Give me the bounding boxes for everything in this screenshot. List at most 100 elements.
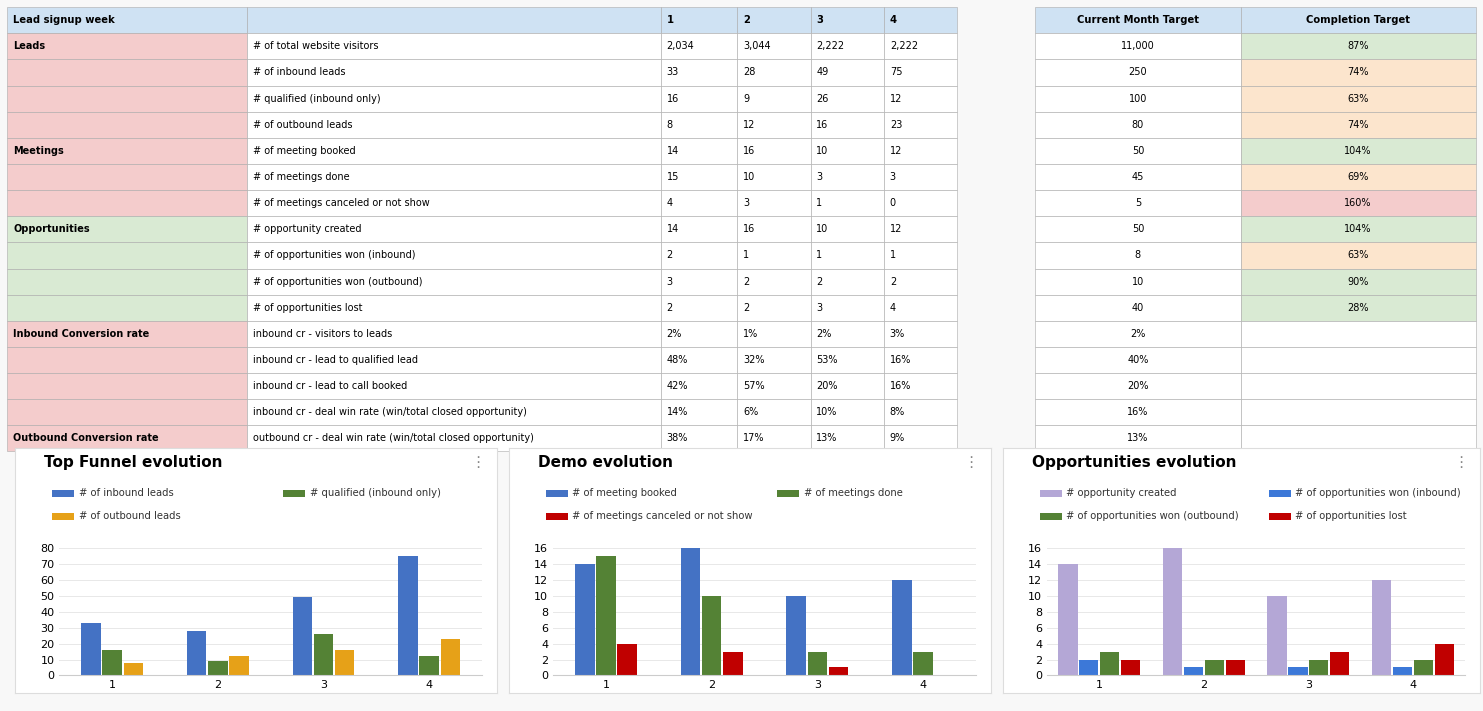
Text: ⋮: ⋮ [470,455,485,470]
Text: 12: 12 [743,119,755,129]
Bar [884,269,958,294]
Text: 13%: 13% [816,434,838,444]
Text: 2,034: 2,034 [667,41,694,51]
Bar [335,650,354,675]
Text: 26: 26 [816,94,829,104]
Text: # qualified (inbound only): # qualified (inbound only) [310,488,440,498]
Bar [884,112,958,138]
Text: 3%: 3% [890,329,905,339]
Bar [1309,660,1329,675]
Bar [7,33,246,60]
Text: 17%: 17% [743,434,764,444]
Text: Lead signup week: Lead signup week [13,15,116,25]
Bar [737,373,811,399]
Text: 28%: 28% [1348,303,1369,313]
Bar [884,85,958,112]
Bar [737,60,811,85]
Bar [737,164,811,190]
Text: 38%: 38% [667,434,688,444]
Bar [811,138,884,164]
Bar [811,112,884,138]
Bar [246,190,661,216]
Bar [661,321,737,347]
Bar [884,347,958,373]
Text: 12: 12 [890,146,902,156]
Bar [1241,373,1476,399]
Bar [1241,399,1476,425]
Bar [1241,242,1476,269]
Bar [1035,294,1241,321]
Bar [811,164,884,190]
Text: 63%: 63% [1348,250,1369,260]
Text: 1: 1 [816,198,823,208]
Bar [1059,564,1078,675]
Bar [661,85,737,112]
Bar [661,138,737,164]
Bar [7,138,246,164]
Text: # qualified (inbound only): # qualified (inbound only) [252,94,380,104]
Bar [811,347,884,373]
Bar [246,294,661,321]
Bar [208,661,227,675]
Bar [1413,660,1433,675]
Text: 2%: 2% [667,329,682,339]
Text: 2: 2 [890,277,896,287]
Text: 16: 16 [743,146,755,156]
Text: # opportunity created: # opportunity created [1066,488,1178,498]
Bar [661,164,737,190]
Bar [1268,596,1287,675]
Bar [811,60,884,85]
Bar [701,596,721,675]
Bar [1100,651,1120,675]
Text: Completion Target: Completion Target [1307,15,1410,25]
Text: 49: 49 [816,68,829,77]
Bar [884,242,958,269]
Text: 53%: 53% [816,355,838,365]
Text: 50: 50 [1132,224,1143,235]
Text: 160%: 160% [1345,198,1372,208]
Bar [681,548,700,675]
Bar [737,85,811,112]
Bar [82,623,101,675]
Text: # of opportunities lost: # of opportunities lost [1296,511,1407,521]
Bar [246,399,661,425]
Bar [575,564,595,675]
Bar [914,651,933,675]
Bar [7,85,246,112]
Text: # of opportunities won (inbound): # of opportunities won (inbound) [1296,488,1461,498]
Bar [737,33,811,60]
Bar [1035,7,1241,33]
Text: 33: 33 [667,68,679,77]
Bar [1035,269,1241,294]
Bar [7,112,246,138]
Bar [737,216,811,242]
Text: Leads: Leads [13,41,46,51]
Text: 90%: 90% [1348,277,1369,287]
Bar [1241,190,1476,216]
Bar [246,85,661,112]
Bar [246,216,661,242]
Text: Meetings: Meetings [13,146,64,156]
Bar [1035,425,1241,451]
Bar [1241,269,1476,294]
Bar [1225,660,1244,675]
Text: 2: 2 [743,303,749,313]
Text: 3,044: 3,044 [743,41,771,51]
Bar [1241,33,1476,60]
Text: 11,000: 11,000 [1121,41,1155,51]
Bar [1080,660,1099,675]
Text: 13%: 13% [1127,434,1149,444]
Text: 2: 2 [667,250,673,260]
Bar [884,399,958,425]
Text: 9%: 9% [890,434,905,444]
Bar [1241,60,1476,85]
Text: # of outbound leads: # of outbound leads [79,511,181,521]
Text: 16: 16 [816,119,829,129]
Bar [123,663,142,675]
Bar [811,242,884,269]
Text: 57%: 57% [743,381,765,391]
Bar [661,269,737,294]
Bar [314,634,334,675]
Bar [1035,216,1241,242]
Bar [292,597,311,675]
